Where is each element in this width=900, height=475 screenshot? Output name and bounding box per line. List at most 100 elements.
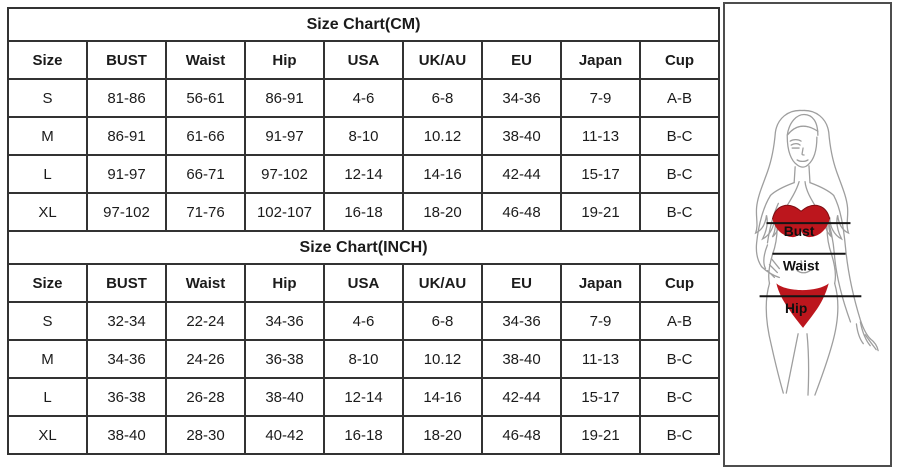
column-header: EU bbox=[481, 263, 562, 303]
table-cell: 42-44 bbox=[481, 377, 562, 417]
column-header: Hip bbox=[244, 40, 325, 80]
table-cell: 38-40 bbox=[86, 415, 167, 455]
table-cell: S bbox=[7, 78, 88, 118]
body-outline bbox=[754, 109, 879, 396]
column-header: BUST bbox=[86, 263, 167, 303]
table-row: L 91-97 66-71 97-102 12-14 14-16 42-44 15-17 B-C bbox=[7, 154, 721, 194]
column-header: Cup bbox=[638, 263, 721, 303]
column-header: Japan bbox=[560, 40, 641, 80]
table-cell: 4-6 bbox=[323, 301, 404, 341]
table-cell: 56-61 bbox=[165, 78, 246, 118]
table-row: L 36-38 26-28 38-40 12-14 14-16 42-44 15-17 B-C bbox=[7, 377, 721, 417]
table-cell: 34-36 bbox=[481, 301, 562, 341]
table-cell: 12-14 bbox=[323, 377, 404, 417]
table-row: M 86-91 61-66 91-97 8-10 10.12 38-40 11-13 B-C bbox=[7, 116, 721, 156]
table-cell: 38-40 bbox=[481, 116, 562, 156]
table-cell: 40-42 bbox=[244, 415, 325, 455]
table-cell: 6-8 bbox=[402, 78, 483, 118]
table-cell: 12-14 bbox=[323, 154, 404, 194]
table-cell: 16-18 bbox=[323, 192, 404, 232]
bikini-top-edge bbox=[771, 204, 831, 220]
table-cell: 7-9 bbox=[560, 78, 641, 118]
bikini-bottom bbox=[776, 283, 829, 328]
table-cell: 19-21 bbox=[560, 415, 641, 455]
table-cell: 22-24 bbox=[165, 301, 246, 341]
table-cell: L bbox=[7, 377, 88, 417]
table-cell: 42-44 bbox=[481, 154, 562, 194]
table-cell: 15-17 bbox=[560, 154, 641, 194]
table-row: M 34-36 24-26 36-38 8-10 10.12 38-40 11-13 B-C bbox=[7, 339, 721, 379]
measurement-figure-illustration: Bust Waist Hip bbox=[754, 109, 879, 396]
table-cell: 14-16 bbox=[402, 154, 483, 194]
table-cell: 34-36 bbox=[481, 78, 562, 118]
table-row: XL 97-102 71-76 102-107 16-18 18-20 46-48 19-21… bbox=[7, 192, 721, 232]
table-cell: 38-40 bbox=[481, 339, 562, 379]
table-cell: 11-13 bbox=[560, 116, 641, 156]
table-row: XL 38-40 28-30 40-42 16-18 18-20 46-48 19-21 B-C bbox=[7, 415, 721, 455]
table-cell: B-C bbox=[638, 116, 721, 156]
table-cell: 46-48 bbox=[481, 415, 562, 455]
table-row: S 81-86 56-61 86-91 4-6 6-8 34-36 7-9 A-B bbox=[7, 78, 721, 118]
table-cell: B-C bbox=[638, 377, 721, 417]
table-cell: M bbox=[7, 339, 88, 379]
table-cell: 26-28 bbox=[165, 377, 246, 417]
column-header: Size bbox=[7, 40, 88, 80]
table-cell: 91-97 bbox=[244, 116, 325, 156]
table-cell: 102-107 bbox=[244, 192, 325, 232]
table-cell: 6-8 bbox=[402, 301, 483, 341]
table-title-row-cm: Size Chart(CM) bbox=[6, 7, 721, 42]
table-cell: B-C bbox=[638, 415, 721, 455]
table-cell: S bbox=[7, 301, 88, 341]
table-title-inch: Size Chart(INCH) bbox=[6, 230, 721, 265]
table-cell: 19-21 bbox=[560, 192, 641, 232]
table-row: S 32-34 22-24 34-36 4-6 6-8 34-36 7-9 A-B bbox=[7, 301, 721, 341]
table-cell: 10.12 bbox=[402, 116, 483, 156]
table-cell: 71-76 bbox=[165, 192, 246, 232]
table-cell: 16-18 bbox=[323, 415, 404, 455]
column-header: EU bbox=[481, 40, 562, 80]
table-cell: XL bbox=[7, 192, 88, 232]
table-cell: 38-40 bbox=[244, 377, 325, 417]
column-header: Waist bbox=[165, 263, 246, 303]
table-cell: 28-30 bbox=[165, 415, 246, 455]
table-cell: 86-91 bbox=[86, 116, 167, 156]
column-header: USA bbox=[323, 40, 404, 80]
table-cell: 18-20 bbox=[402, 415, 483, 455]
table-cell: 61-66 bbox=[165, 116, 246, 156]
table-cell: 34-36 bbox=[86, 339, 167, 379]
table-cell: 4-6 bbox=[323, 78, 404, 118]
table-cell: 97-102 bbox=[244, 154, 325, 194]
table-cell: 97-102 bbox=[86, 192, 167, 232]
table-cell: L bbox=[7, 154, 88, 194]
table-cell: 15-17 bbox=[560, 377, 641, 417]
table-cell: 32-34 bbox=[86, 301, 167, 341]
size-chart-table-body: Size Chart(CM) Size BUST Waist Hip USA UK/AU EU… bbox=[6, 7, 721, 455]
bust-label: Bust bbox=[784, 223, 815, 239]
header-row-inch: Size BUST Waist Hip USA UK/AU EU Japan Cup bbox=[7, 263, 721, 303]
measurement-figure-panel: Bust Waist Hip bbox=[723, 2, 892, 467]
table-cell: 34-36 bbox=[244, 301, 325, 341]
table-cell: B-C bbox=[638, 192, 721, 232]
column-header: Waist bbox=[165, 40, 246, 80]
column-header: UK/AU bbox=[402, 263, 483, 303]
bikini-top bbox=[772, 205, 830, 238]
table-title-cm: Size Chart(CM) bbox=[6, 7, 721, 42]
table-cell: B-C bbox=[638, 154, 721, 194]
table-cell: 18-20 bbox=[402, 192, 483, 232]
column-header: Cup bbox=[638, 40, 721, 80]
table-title-row-inch: Size Chart(INCH) bbox=[6, 230, 721, 265]
header-row-cm: Size BUST Waist Hip USA UK/AU EU Japan Cup bbox=[7, 40, 721, 80]
table-cell: 91-97 bbox=[86, 154, 167, 194]
table-cell: 24-26 bbox=[165, 339, 246, 379]
column-header: BUST bbox=[86, 40, 167, 80]
size-chart-table: Size Chart(CM) Size BUST Waist Hip USA UK/AU EU… bbox=[6, 7, 721, 455]
waist-label: Waist bbox=[783, 258, 820, 274]
column-header: Hip bbox=[244, 263, 325, 303]
hip-label: Hip bbox=[785, 300, 807, 316]
table-cell: A-B bbox=[638, 78, 721, 118]
table-cell: A-B bbox=[638, 301, 721, 341]
table-cell: 8-10 bbox=[323, 339, 404, 379]
table-cell: 11-13 bbox=[560, 339, 641, 379]
table-cell: B-C bbox=[638, 339, 721, 379]
